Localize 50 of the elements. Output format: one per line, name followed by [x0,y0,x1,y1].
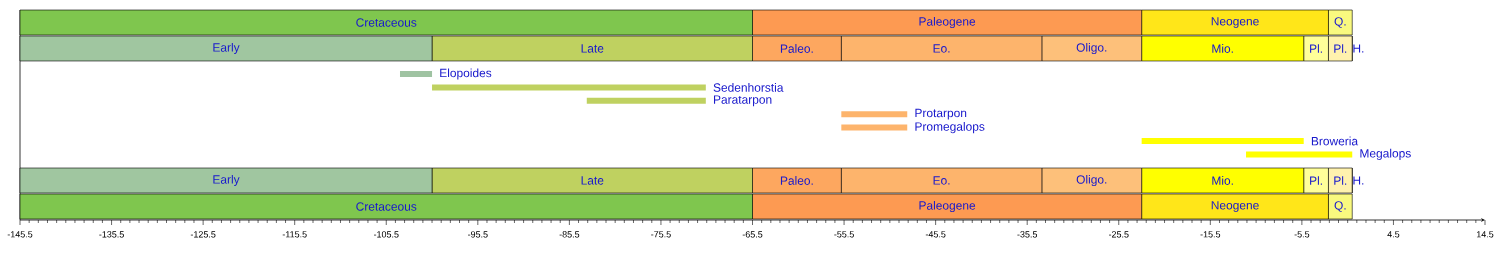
series-label: Pl. [1310,44,1322,53]
x-tick-label: -145.5 [7,231,33,238]
series-label: Paleogene [919,16,976,29]
series-label: Pl. [1334,176,1347,185]
series-label: Cretaceous [356,202,417,211]
x-tick-label: -95.5 [468,231,488,238]
category-label: Sedenhorstia [713,83,784,92]
category-label: Paratarpon [713,95,772,107]
series-label: Paleogene [919,200,976,213]
series-label: H. [1353,176,1364,185]
series-label: H. [1353,44,1364,53]
series-label: Cretaceous [356,18,417,27]
category-label: Broweria [1311,136,1359,146]
category-label: Promegalops [915,122,985,134]
x-tick-label: -115.5 [282,231,307,238]
series-label: Q. [1334,201,1346,212]
series-label: Q. [1334,17,1346,28]
series-label: Early [213,174,240,187]
category-label: Protarpon [915,108,967,120]
series-label: Eo. [933,176,950,185]
series-label: Early [213,42,240,55]
series-label: Neogene [1211,201,1259,212]
series-label: Pl. [1310,176,1322,185]
series-label: Late [581,176,604,185]
series-label: Paleo. [780,176,813,185]
series-label: Mio. [1212,44,1233,53]
series-label: Oligo. [1076,174,1107,187]
series-label: Pl. [1334,44,1347,53]
x-tick-label: -75.5 [651,231,671,238]
x-tick-label: -25.5 [1108,231,1129,238]
series-label: Paleo. [780,44,813,53]
x-tick-label: -135.5 [99,231,124,238]
x-tick-label: -5.5 [1294,231,1310,238]
x-tick-label: -15.5 [1200,231,1221,238]
x-tick-label: -85.5 [559,231,580,238]
x-tick-label: 4.5 [1387,231,1400,238]
x-tick-label: -105.5 [373,231,399,238]
series-label: Eo. [933,44,950,53]
x-tick-label: 14.5 [1476,231,1494,238]
x-tick-label: -55.5 [834,231,854,238]
category-label: Megalops [1360,148,1411,160]
x-tick-label: -125.5 [190,231,216,238]
series-label: Neogene [1211,17,1259,28]
x-tick-label: -35.5 [1017,231,1038,238]
series-label: Mio. [1212,176,1233,185]
series-label: Late [581,44,604,53]
x-tick-label: -45.5 [925,231,946,238]
x-tick-label: -65.5 [742,231,763,238]
category-label: Elopoides [440,68,492,80]
series-label: Oligo. [1076,42,1107,55]
